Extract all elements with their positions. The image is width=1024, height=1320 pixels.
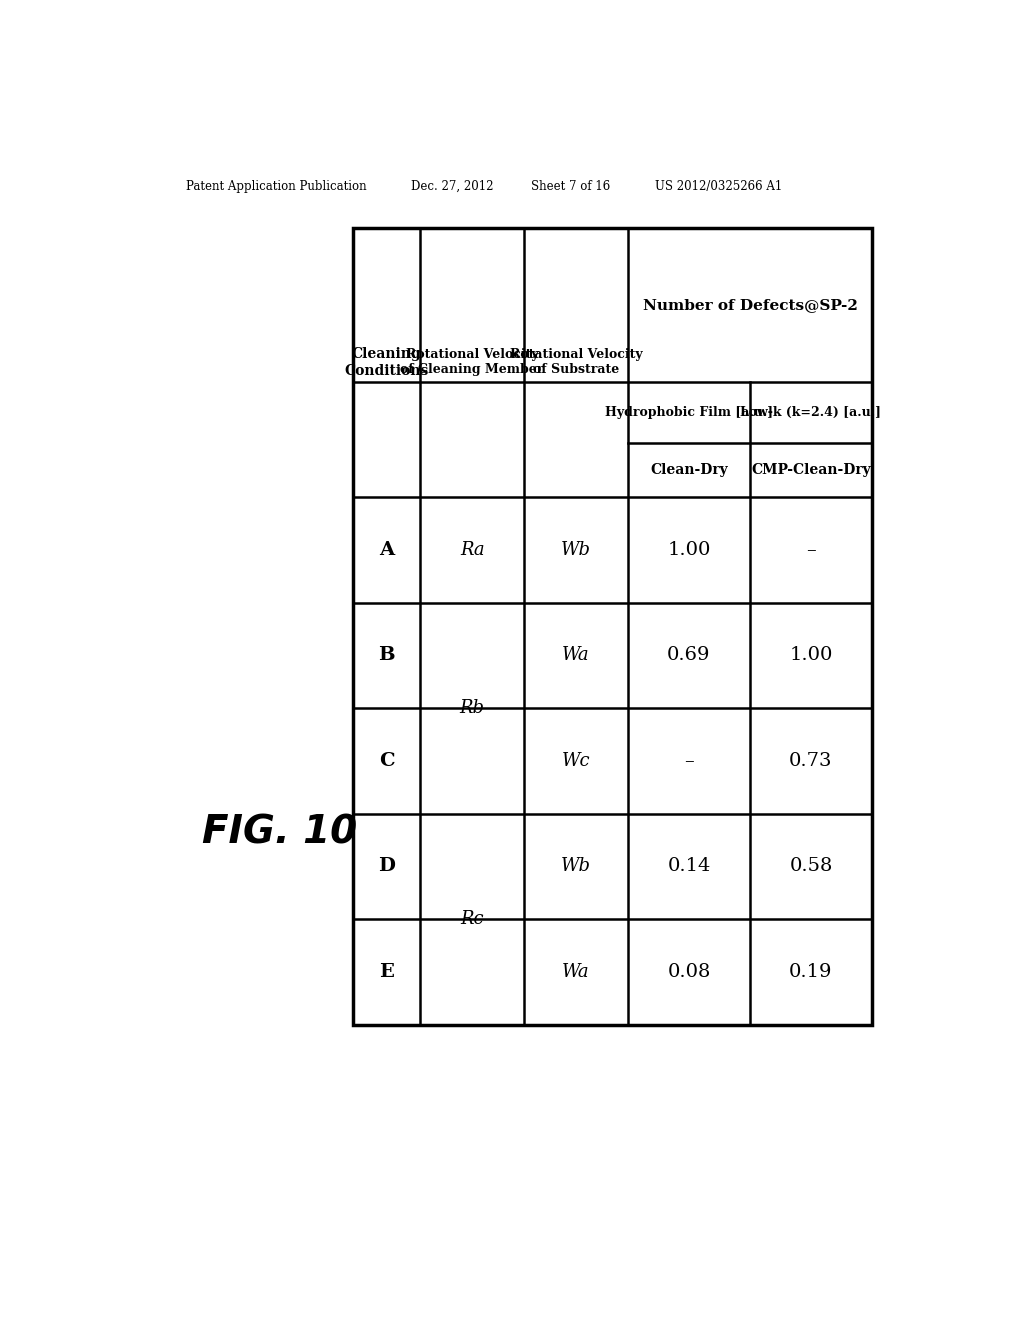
Text: Hydrophobic Film [a.u.]: Hydrophobic Film [a.u.] [605, 407, 773, 418]
Text: 1.00: 1.00 [668, 541, 711, 558]
Text: 1.00: 1.00 [790, 647, 833, 664]
Text: 0.08: 0.08 [668, 962, 711, 981]
Text: E: E [379, 962, 394, 981]
Text: FIG. 10: FIG. 10 [202, 813, 356, 851]
Text: Wb: Wb [561, 858, 591, 875]
Text: 0.73: 0.73 [790, 752, 833, 770]
Text: Wb: Wb [561, 541, 591, 558]
Text: CMP-Clean-Dry: CMP-Clean-Dry [752, 463, 870, 478]
Text: Ra: Ra [460, 541, 484, 558]
Text: –: – [806, 541, 816, 558]
Text: Cleaning
Conditions: Cleaning Conditions [344, 347, 429, 378]
Text: Dec. 27, 2012: Dec. 27, 2012 [411, 180, 494, 193]
Text: Patent Application Publication: Patent Application Publication [186, 180, 367, 193]
Text: 0.58: 0.58 [790, 858, 833, 875]
Text: D: D [378, 858, 395, 875]
Text: Clean-Dry: Clean-Dry [650, 463, 728, 478]
Text: US 2012/0325266 A1: US 2012/0325266 A1 [655, 180, 782, 193]
Text: Wa: Wa [562, 962, 590, 981]
Text: Low-k (k=2.4) [a.u.]: Low-k (k=2.4) [a.u.] [740, 407, 882, 418]
Text: Rotational Velocity
of Cleaning Member: Rotational Velocity of Cleaning Member [400, 348, 544, 376]
Text: Rotational Velocity
of Substrate: Rotational Velocity of Substrate [510, 348, 642, 376]
Text: C: C [379, 752, 394, 770]
Text: 0.19: 0.19 [790, 962, 833, 981]
Text: –: – [684, 752, 694, 770]
Text: Rb: Rb [460, 700, 484, 717]
Text: 0.14: 0.14 [668, 858, 711, 875]
Text: Rc: Rc [461, 911, 484, 928]
Text: Wc: Wc [562, 752, 591, 770]
Text: Number of Defects@SP-2: Number of Defects@SP-2 [642, 298, 857, 312]
Text: A: A [379, 541, 394, 558]
Text: Sheet 7 of 16: Sheet 7 of 16 [531, 180, 610, 193]
Text: B: B [378, 647, 395, 664]
Text: 0.69: 0.69 [668, 647, 711, 664]
Text: Wa: Wa [562, 647, 590, 664]
